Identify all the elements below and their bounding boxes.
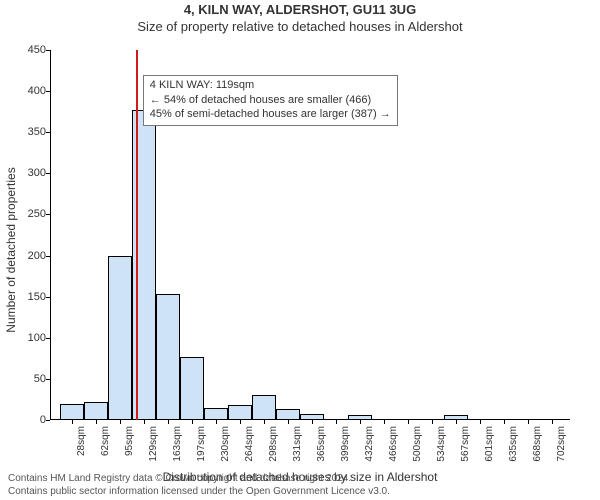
x-tick-mark (96, 420, 97, 424)
x-tick-mark (432, 420, 433, 424)
x-tick-mark (216, 420, 217, 424)
annotation-line1: 4 KILN WAY: 119sqm (150, 78, 391, 93)
y-tick-label: 250 (16, 208, 46, 220)
histogram-bar (108, 256, 132, 420)
x-tick-mark (336, 420, 337, 424)
x-tick-label: 534sqm (436, 426, 447, 462)
x-tick-mark (168, 420, 169, 424)
x-tick-mark (144, 420, 145, 424)
x-tick-label: 432sqm (364, 426, 375, 462)
histogram-bar (60, 404, 84, 420)
chart-title-line1: 4, KILN WAY, ALDERSHOT, GU11 3UG (0, 0, 600, 17)
x-tick-label: 264sqm (244, 426, 255, 462)
plot-area: 4 KILN WAY: 119sqm ← 54% of detached hou… (50, 50, 570, 420)
x-tick-mark (240, 420, 241, 424)
footer-line1: Contains HM Land Registry data © Crown c… (8, 473, 390, 486)
histogram-bar (276, 409, 300, 421)
x-tick-mark (264, 420, 265, 424)
x-tick-label: 601sqm (484, 426, 495, 462)
y-tick-mark (46, 256, 50, 257)
x-tick-label: 635sqm (508, 426, 519, 462)
y-tick-mark (46, 379, 50, 380)
x-tick-mark (480, 420, 481, 424)
x-tick-label: 365sqm (316, 426, 327, 462)
x-tick-label: 702sqm (556, 426, 567, 462)
x-tick-label: 298sqm (268, 426, 279, 462)
y-tick-mark (46, 132, 50, 133)
y-tick-mark (46, 91, 50, 92)
y-tick-label: 50 (16, 373, 46, 385)
x-tick-mark (360, 420, 361, 424)
x-tick-mark (192, 420, 193, 424)
histogram-bar (180, 357, 204, 420)
x-tick-mark (288, 420, 289, 424)
histogram-bar (228, 405, 252, 420)
x-tick-label: 62sqm (100, 426, 111, 456)
x-tick-mark (504, 420, 505, 424)
y-tick-label: 150 (16, 291, 46, 303)
y-tick-mark (46, 50, 50, 51)
x-tick-mark (408, 420, 409, 424)
x-tick-label: 95sqm (124, 426, 135, 456)
footer-attribution: Contains HM Land Registry data © Crown c… (8, 473, 390, 498)
y-tick-label: 350 (16, 126, 46, 138)
property-marker-line (136, 50, 138, 420)
x-tick-label: 129sqm (148, 426, 159, 462)
y-tick-label: 200 (16, 250, 46, 262)
y-tick-label: 400 (16, 85, 46, 97)
histogram-bar (204, 408, 228, 420)
x-tick-mark (312, 420, 313, 424)
x-tick-mark (456, 420, 457, 424)
annotation-box: 4 KILN WAY: 119sqm ← 54% of detached hou… (143, 75, 398, 127)
footer-line2: Contains public sector information licen… (8, 486, 390, 499)
annotation-line2: ← 54% of detached houses are smaller (46… (150, 93, 391, 108)
x-tick-label: 668sqm (532, 426, 543, 462)
x-tick-label: 28sqm (76, 426, 87, 456)
y-tick-label: 0 (16, 414, 46, 426)
x-tick-label: 399sqm (340, 426, 351, 462)
y-tick-mark (46, 214, 50, 215)
x-tick-mark (120, 420, 121, 424)
y-tick-mark (46, 297, 50, 298)
x-tick-label: 230sqm (220, 426, 231, 462)
x-tick-label: 466sqm (388, 426, 399, 462)
x-tick-mark (384, 420, 385, 424)
x-tick-mark (552, 420, 553, 424)
histogram-bar (252, 395, 276, 420)
x-tick-label: 197sqm (196, 426, 207, 462)
y-tick-mark (46, 420, 50, 421)
y-tick-label: 100 (16, 332, 46, 344)
annotation-line3: 45% of semi-detached houses are larger (… (150, 107, 391, 122)
x-tick-mark (528, 420, 529, 424)
x-tick-mark (72, 420, 73, 424)
x-tick-label: 331sqm (292, 426, 303, 462)
y-tick-label: 450 (16, 44, 46, 56)
histogram-bar (156, 294, 180, 420)
y-tick-mark (46, 173, 50, 174)
x-tick-label: 500sqm (412, 426, 423, 462)
chart-title-line2: Size of property relative to detached ho… (0, 17, 600, 34)
y-tick-mark (46, 338, 50, 339)
x-tick-label: 567sqm (460, 426, 471, 462)
histogram-bar (84, 402, 108, 420)
x-tick-label: 163sqm (172, 426, 183, 462)
y-tick-label: 300 (16, 167, 46, 179)
